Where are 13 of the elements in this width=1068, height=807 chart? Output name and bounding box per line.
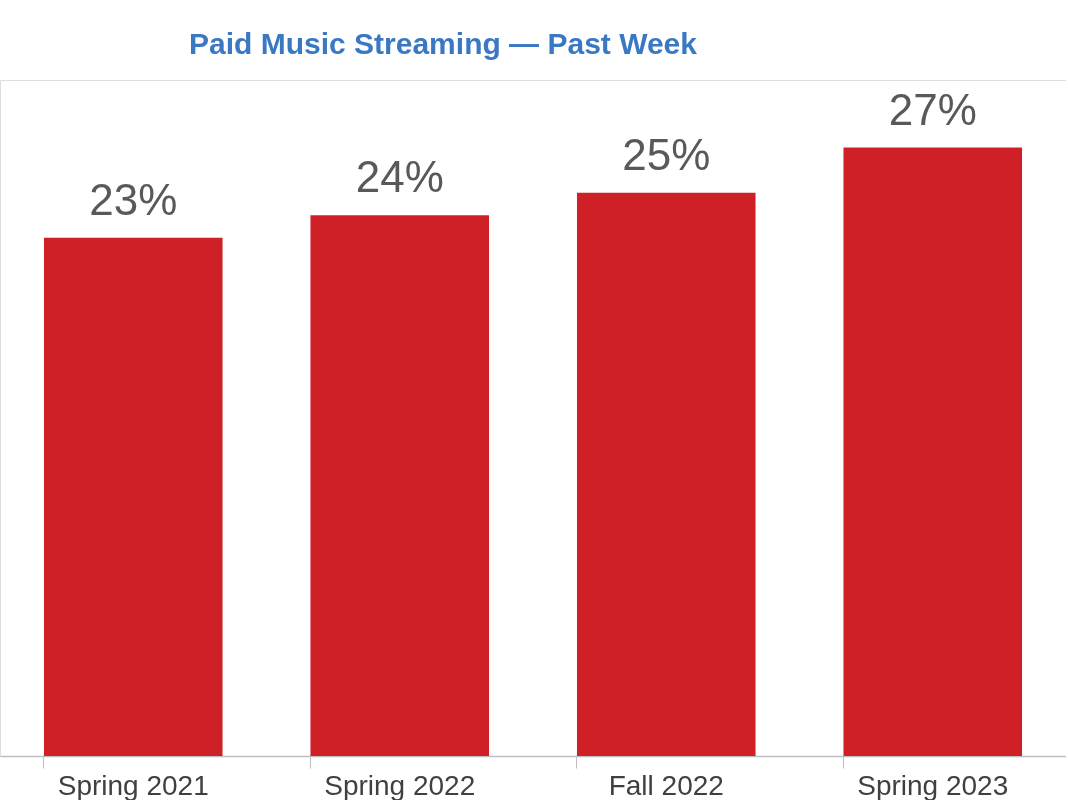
chart-title: Paid Music Streaming — Past Week xyxy=(189,27,698,60)
bar xyxy=(43,237,223,756)
x-tick-label: Spring 2021 xyxy=(57,769,209,801)
bar xyxy=(576,192,756,756)
bar xyxy=(310,215,490,756)
data-label: 24% xyxy=(355,152,444,202)
bar xyxy=(843,147,1023,756)
data-label: 23% xyxy=(89,174,178,224)
data-label: 25% xyxy=(622,129,711,179)
x-tick-label: Spring 2022 xyxy=(324,769,476,801)
x-tick-label: Fall 2022 xyxy=(608,769,724,801)
data-label: 27% xyxy=(888,84,977,134)
x-tick-label: Spring 2023 xyxy=(857,769,1009,801)
